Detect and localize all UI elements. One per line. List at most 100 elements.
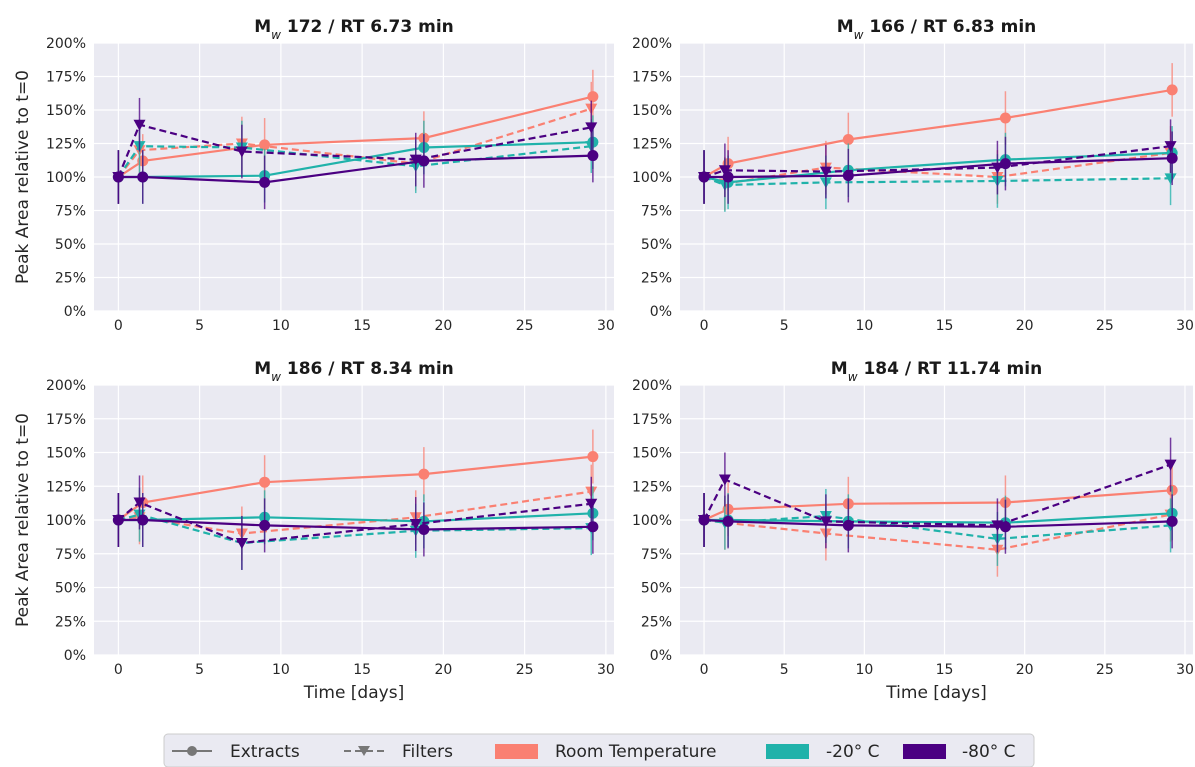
legend-extracts-marker: [187, 746, 197, 756]
legend-m20-label: -20° C: [826, 742, 880, 762]
series-line: [118, 513, 592, 545]
x-tick-label: 15: [353, 662, 371, 678]
x-tick-label: 0: [700, 318, 709, 334]
data-point: [587, 521, 599, 533]
x-tick-label: 10: [272, 662, 290, 678]
y-tick-label: 100%: [46, 513, 86, 529]
y-tick-label: 0%: [64, 304, 86, 320]
chart-title: Mw 166 / RT 6.83 min: [837, 17, 1037, 42]
x-tick-label: 30: [1176, 662, 1194, 678]
data-point: [112, 172, 125, 183]
data-point: [133, 119, 146, 131]
data-point: [1166, 152, 1178, 164]
x-tick-label: 0: [700, 662, 709, 678]
y-tick-label: 150%: [632, 446, 672, 462]
y-tick-label: 150%: [46, 103, 86, 119]
data-point: [718, 165, 731, 177]
data-point: [235, 146, 248, 158]
x-tick-label: 30: [597, 662, 615, 678]
data-point: [587, 150, 599, 162]
y-tick-label: 75%: [641, 204, 672, 220]
series-m80-extract: [112, 128, 599, 210]
y-tick-label: 25%: [55, 614, 86, 630]
chart-title: Mw 186 / RT 8.34 min: [254, 359, 454, 384]
x-tick-label: 10: [855, 662, 873, 678]
y-axis-label: Peak Area relative to t=0: [13, 413, 33, 627]
series-m80-filter: [112, 97, 598, 204]
data-point: [698, 172, 711, 183]
legend-extracts-label: Extracts: [230, 742, 300, 762]
series-m80-filter: [698, 437, 1177, 553]
data-point: [842, 170, 854, 182]
data-point: [235, 537, 248, 549]
chart-panel-2: 0% 25% 50% 75% 100% 125% 150% 175% 200% 0 5 10 15 20 2…: [632, 17, 1194, 334]
y-tick-label: 200%: [46, 378, 86, 394]
y-tick-label: 0%: [650, 648, 672, 664]
x-tick-label: 30: [1176, 318, 1194, 334]
x-tick-label: 20: [434, 662, 452, 678]
x-tick-label: 20: [434, 318, 452, 334]
y-tick-label: 0%: [650, 304, 672, 320]
data-point: [1164, 459, 1177, 471]
x-tick-label: 25: [1096, 662, 1114, 678]
data-point: [819, 516, 832, 528]
x-tick-label: 10: [272, 318, 290, 334]
series-m80-filter: [112, 475, 598, 570]
y-tick-label: 75%: [55, 204, 86, 220]
data-point: [698, 515, 711, 526]
y-tick-label: 50%: [55, 237, 86, 253]
y-tick-label: 50%: [55, 581, 86, 597]
y-tick-label: 50%: [641, 237, 672, 253]
y-tick-label: 125%: [46, 479, 86, 495]
series-m80-filter: [698, 119, 1177, 204]
legend-frame: [163, 733, 1035, 767]
series-line: [117, 123, 592, 178]
x-axis-label: Time [days]: [303, 683, 404, 703]
x-tick-label: 0: [114, 662, 123, 678]
x-tick-label: 10: [855, 318, 873, 334]
y-tick-label: 100%: [632, 513, 672, 529]
data-point: [1164, 141, 1177, 153]
data-point: [718, 474, 731, 486]
data-point: [259, 519, 271, 531]
y-tick-label: 175%: [46, 70, 86, 86]
legend-m80-label: -80° C: [962, 742, 1016, 762]
y-tick-label: 25%: [641, 271, 672, 287]
data-point: [259, 139, 271, 151]
x-tick-label: 25: [516, 662, 534, 678]
x-tick-label: 5: [780, 318, 789, 334]
y-tick-label: 200%: [632, 378, 672, 394]
y-tick-label: 25%: [641, 614, 672, 630]
y-tick-label: 150%: [632, 103, 672, 119]
y-tick-label: 0%: [64, 648, 86, 664]
y-tick-label: 100%: [46, 170, 86, 186]
data-point: [585, 122, 598, 134]
chart-panel-4: 0% 25% 50% 75% 100% 125% 150% 175% 200% 0 5 10 15 20 2…: [632, 359, 1194, 703]
legend-m80-patch: [903, 744, 946, 759]
y-tick-label: 75%: [55, 547, 86, 563]
chart-title: Mw 184 / RT 11.74 min: [831, 359, 1042, 384]
y-axis-label: Peak Area relative to t=0: [13, 70, 33, 284]
legend-rt-label: Room Temperature: [555, 742, 717, 762]
y-tick-label: 150%: [46, 446, 86, 462]
data-point: [1164, 173, 1177, 185]
data-point: [999, 112, 1011, 124]
chart-panel-3: 0% 25% 50% 75% 100% 125% 150% 175% 200% 0 5 10 15 20 2…: [13, 359, 615, 703]
y-tick-label: 175%: [632, 70, 672, 86]
data-point: [137, 171, 149, 183]
y-tick-label: 200%: [632, 36, 672, 52]
data-point: [112, 515, 125, 526]
y-tick-label: 175%: [46, 412, 86, 428]
legend-rt-patch: [495, 744, 538, 759]
data-point: [259, 176, 271, 188]
chart-title: Mw 172 / RT 6.73 min: [254, 17, 454, 42]
data-point: [259, 476, 271, 488]
y-tick-label: 125%: [46, 137, 86, 153]
legend-m20-patch: [766, 744, 809, 759]
data-point: [418, 523, 430, 535]
x-tick-label: 30: [597, 318, 615, 334]
data-point: [409, 519, 422, 531]
series-m80-extract: [112, 493, 599, 557]
data-point: [587, 91, 599, 103]
data-point: [1166, 84, 1178, 96]
